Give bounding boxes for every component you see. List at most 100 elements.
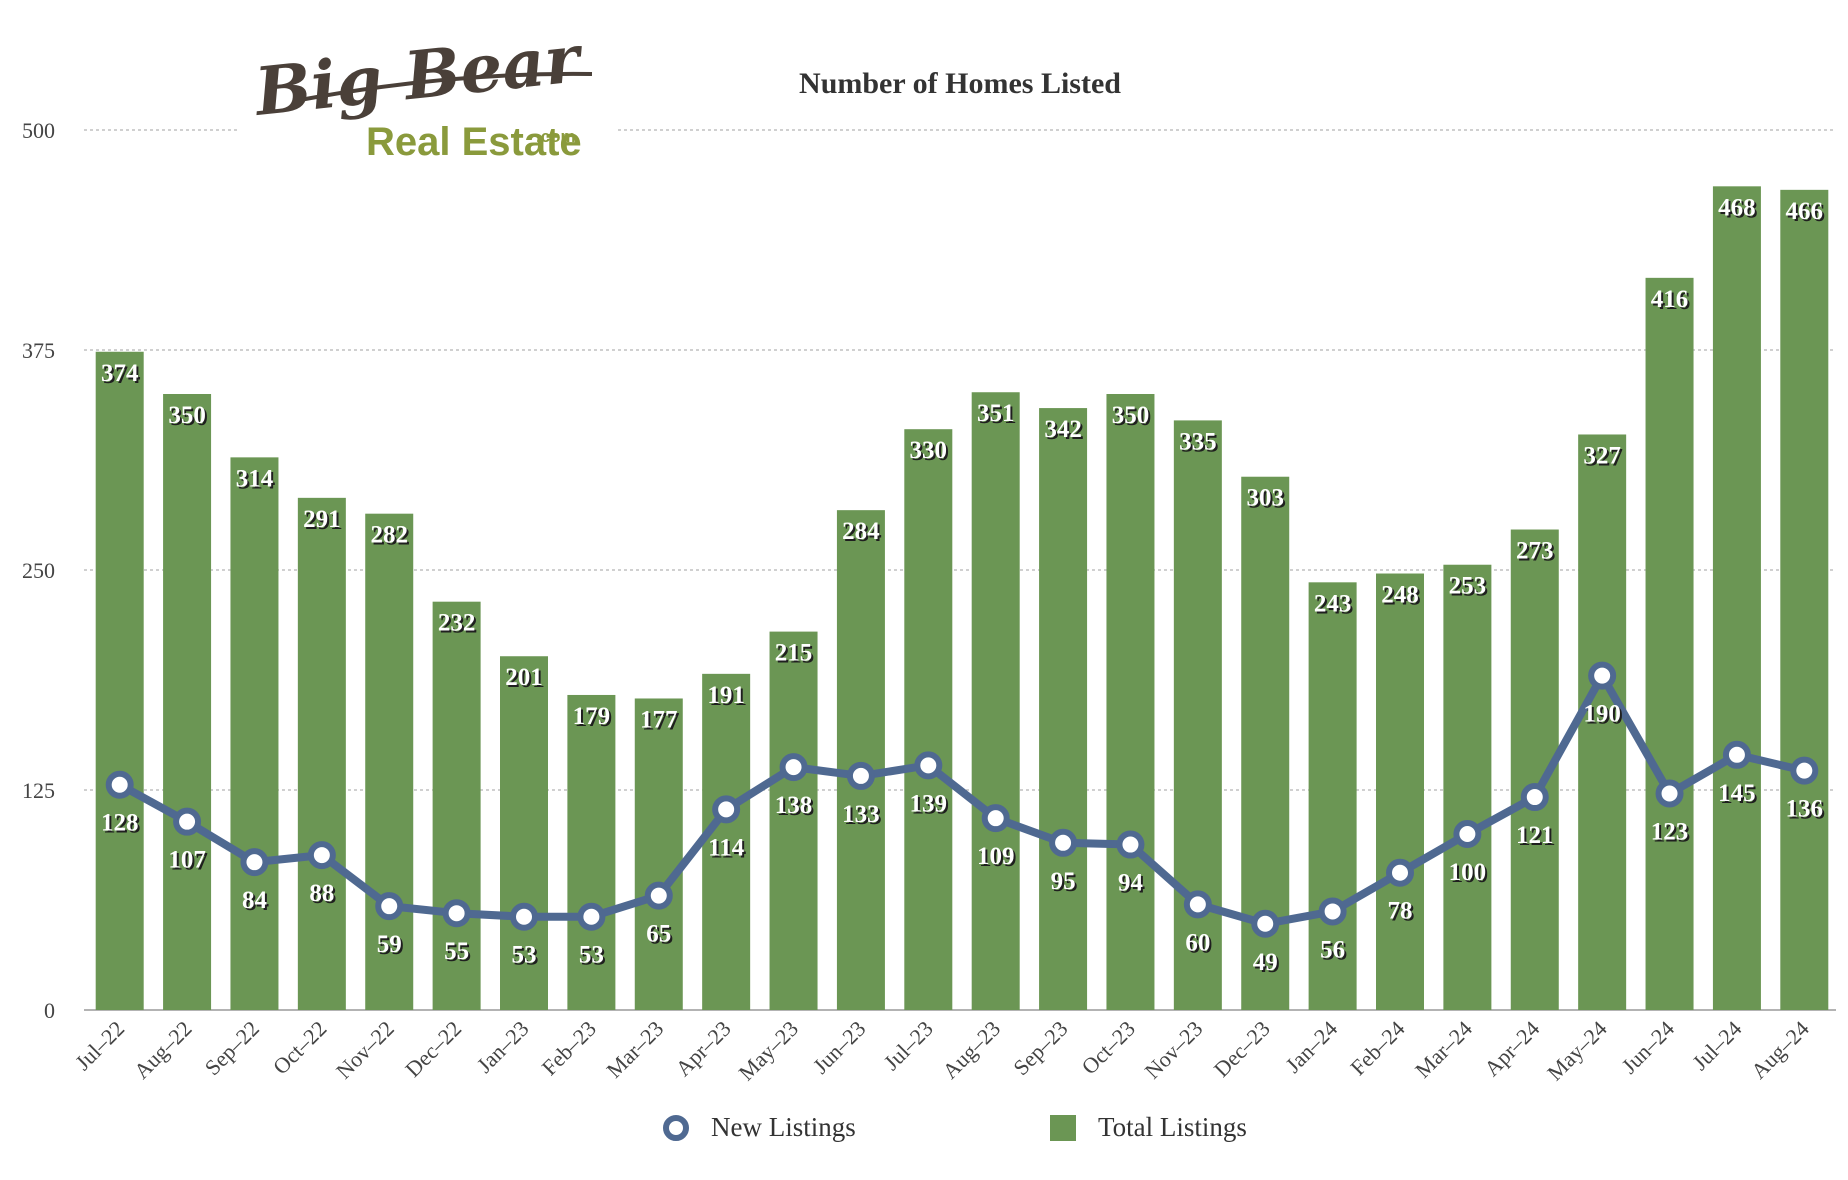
- line-label: 128: [101, 810, 139, 837]
- line-label: 138: [775, 792, 813, 819]
- bar-label: 191: [707, 682, 745, 709]
- bar-label-shadow: 253: [1451, 575, 1489, 602]
- line-point: [712, 795, 741, 824]
- bar: [1780, 189, 1829, 1011]
- line-label-shadow: 78: [1390, 900, 1415, 927]
- line-point: [375, 892, 404, 921]
- bar-label: 350: [1112, 402, 1150, 429]
- legend-bar-marker-icon: [1050, 1114, 1076, 1141]
- x-tick-label: Apr–23: [670, 1016, 735, 1081]
- line-label-shadow: 121: [1518, 824, 1556, 851]
- bar-label-shadow: 291: [305, 508, 343, 535]
- line-point: [577, 902, 606, 931]
- bar-label-shadow: 327: [1585, 444, 1623, 471]
- x-tick-label: Jan–24: [1280, 1016, 1342, 1078]
- bar: [1578, 434, 1627, 1011]
- line-point: [1251, 909, 1280, 938]
- line-point: [1318, 897, 1347, 926]
- logo: Big Bear Real Estate .com: [238, 19, 618, 165]
- line-point: [1790, 756, 1819, 785]
- x-tick-label: Apr–24: [1479, 1016, 1544, 1081]
- bar-label: 466: [1786, 198, 1824, 225]
- line-point: [1049, 828, 1078, 857]
- line-label-shadow: 145: [1720, 782, 1758, 809]
- bar-label: 327: [1583, 442, 1621, 469]
- bar-label: 303: [1246, 485, 1284, 512]
- x-axis-tick-labels: Jul–22 Aug–22 Sep–22 Oct–22 Nov–22 Dec–22 Jan–…: [70, 1016, 1814, 1086]
- bars-total-listings: [95, 186, 1829, 1011]
- x-tick-label: May–24: [1542, 1016, 1612, 1086]
- bar-label-shadow: 330: [912, 439, 950, 466]
- bar-label-shadow: 350: [1114, 404, 1152, 431]
- line-label-shadow: 95: [1053, 870, 1078, 897]
- bar: [904, 429, 953, 1010]
- legend-line-marker-icon: [663, 1114, 689, 1141]
- line-label: 59: [377, 931, 402, 958]
- line-point: [914, 751, 943, 780]
- x-tick-label: Jun–23: [808, 1016, 871, 1079]
- line-label-shadow: 109: [979, 845, 1017, 872]
- x-tick-label: Nov–22: [331, 1016, 399, 1084]
- line-label: 49: [1253, 949, 1278, 976]
- bar-label: 374: [101, 360, 139, 387]
- logo-backdrop: [238, 40, 618, 165]
- line-label: 55: [444, 938, 469, 965]
- bar-label: 273: [1516, 538, 1554, 565]
- line-point: [846, 761, 875, 790]
- line-label: 136: [1786, 796, 1824, 823]
- bar-label: 201: [505, 664, 543, 691]
- line-point: [240, 848, 269, 877]
- line-point: [779, 753, 808, 782]
- bar: [365, 513, 414, 1010]
- bar-label-shadow: 466: [1788, 200, 1826, 227]
- bar-label-shadow: 179: [575, 705, 613, 732]
- x-tick-label: Aug–22: [129, 1016, 197, 1084]
- line-label-shadow: 123: [1653, 821, 1691, 848]
- line-point: [442, 899, 471, 928]
- line-point: [173, 807, 202, 836]
- bar-label: 282: [370, 522, 408, 549]
- line-label: 123: [1651, 819, 1689, 846]
- y-axis-tick-labels: 0 125 250 375 500: [22, 118, 55, 1023]
- bar-label: 335: [1179, 428, 1217, 455]
- x-tick-label: Jun–24: [1616, 1016, 1679, 1079]
- x-tick-label: Mar–24: [1410, 1016, 1477, 1083]
- x-tick-label: Jul–23: [879, 1016, 938, 1075]
- x-tick-label: Jul–22: [70, 1016, 129, 1075]
- bar: [971, 392, 1020, 1010]
- line-label-shadow: 107: [170, 849, 208, 876]
- line-label: 95: [1051, 868, 1076, 895]
- line-point: [510, 902, 538, 931]
- line-label-shadow: 60: [1187, 931, 1212, 958]
- legend-label-new-listings: New Listings: [711, 1112, 856, 1142]
- legend-item-new-listings: New Listings: [663, 1112, 856, 1143]
- bar-label: 291: [303, 506, 341, 533]
- line-new-listings: [105, 661, 1819, 938]
- x-tick-label: Jan–23: [472, 1016, 534, 1078]
- line-label: 78: [1388, 898, 1413, 925]
- line-label-shadow: 65: [648, 923, 673, 950]
- bar-label: 232: [438, 610, 476, 637]
- y-tick-label: 125: [22, 778, 55, 803]
- bar-label: 350: [168, 402, 206, 429]
- bar-label: 468: [1718, 194, 1756, 221]
- x-tick-label: Dec–22: [400, 1016, 466, 1082]
- line-label: 84: [242, 887, 268, 914]
- bar-label-shadow: 314: [238, 467, 276, 494]
- line-point: [1655, 779, 1684, 808]
- line-label: 94: [1118, 870, 1144, 897]
- line-point: [1183, 890, 1212, 919]
- bar-label-shadow: 335: [1181, 430, 1219, 457]
- line-point: [1386, 858, 1414, 887]
- bar-label-shadow: 351: [979, 402, 1017, 429]
- bar: [297, 497, 346, 1011]
- x-tick-label: Oct–23: [1077, 1016, 1140, 1079]
- line-point: [1520, 783, 1549, 812]
- x-tick-label: Nov–23: [1140, 1016, 1208, 1084]
- bar-label-shadow: 374: [103, 362, 141, 389]
- bar-label-shadow: 215: [777, 642, 815, 669]
- legend: New Listings Total Listings: [0, 1108, 1848, 1156]
- line-label-shadow: 114: [710, 836, 747, 863]
- line-label: 145: [1718, 780, 1756, 807]
- bar-label-shadow: 468: [1720, 196, 1758, 223]
